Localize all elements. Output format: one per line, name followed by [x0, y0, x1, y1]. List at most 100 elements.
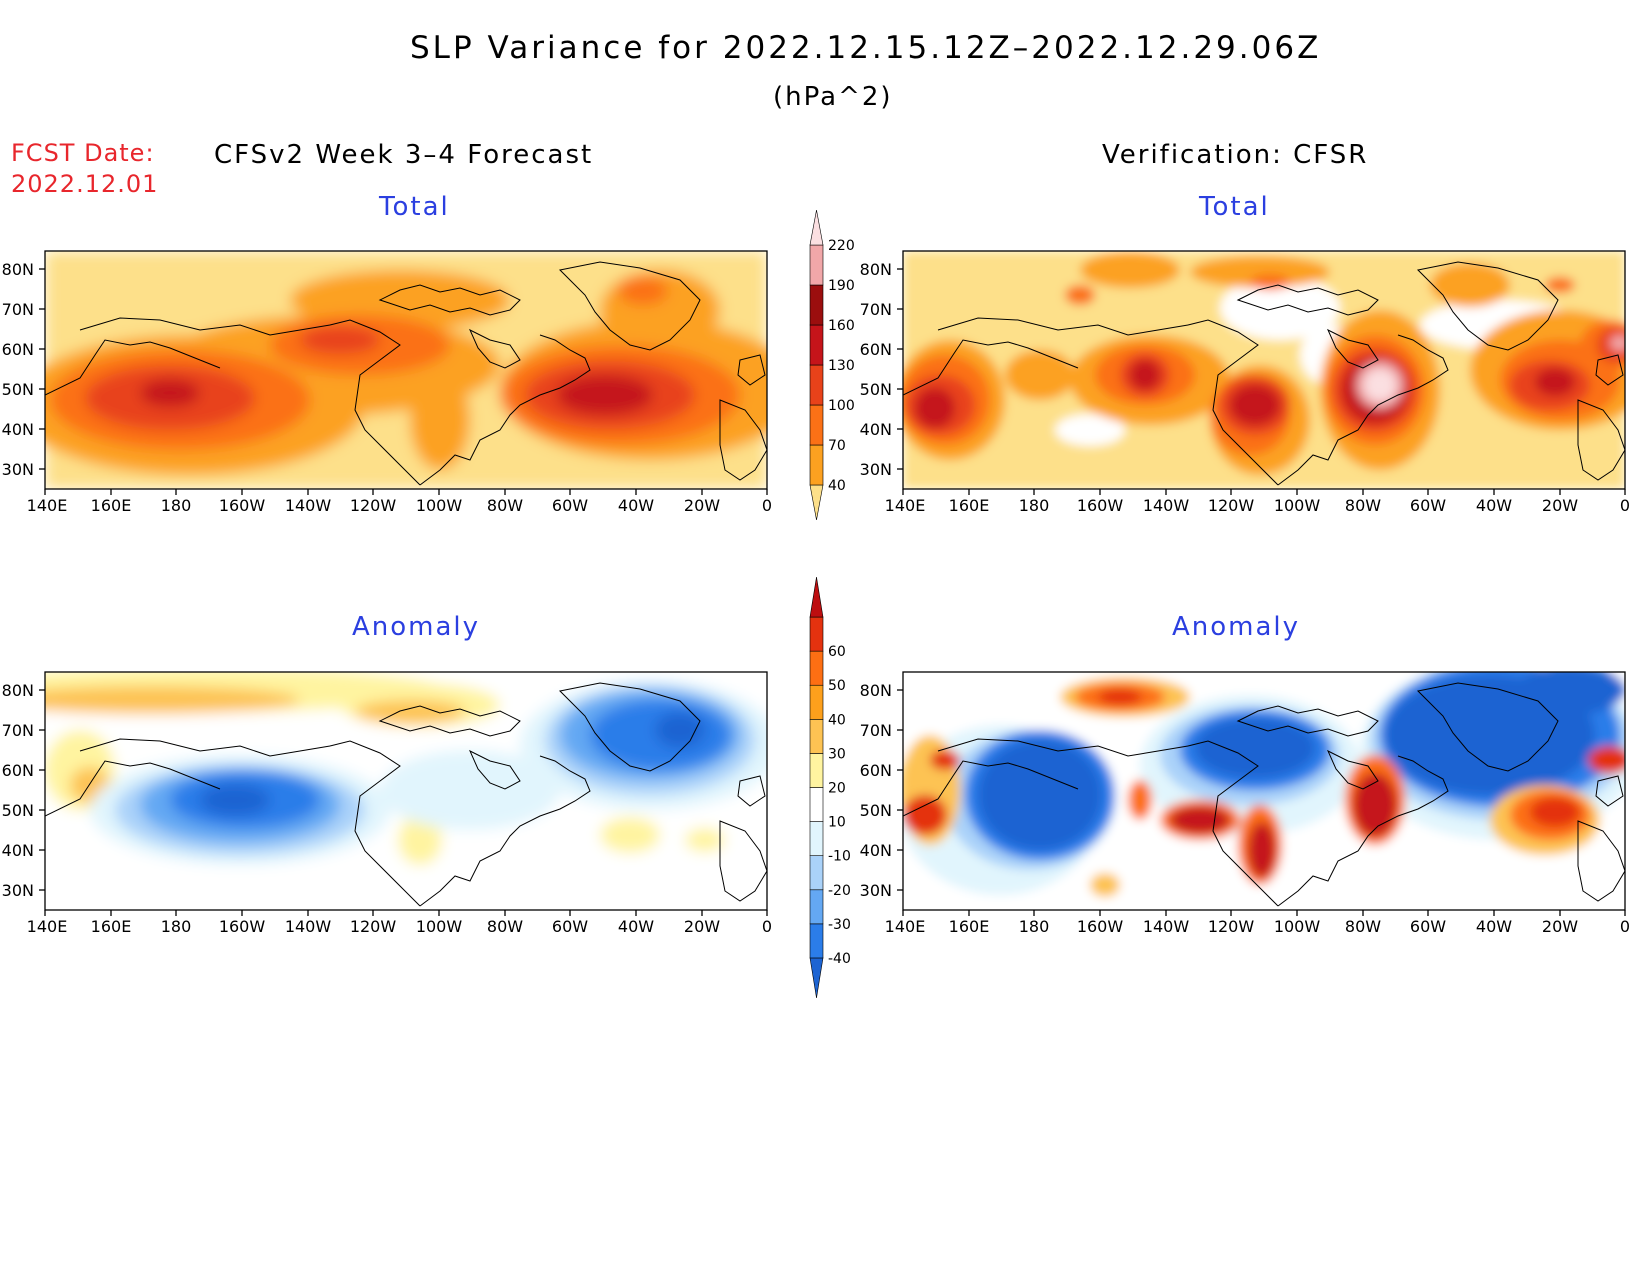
- map-verification-total: 80N 70N 60N 50N 40N 30N 140E 160E 180 16…: [860, 250, 1630, 515]
- colorbar-anomaly: -40 -30 -20 -10 10 20 30 40 50 60: [809, 576, 851, 999]
- lat-label: 40N: [2, 420, 34, 439]
- lon-label: 20W: [684, 496, 720, 515]
- lon-label: 40W: [618, 917, 654, 936]
- lon-labels-verification-total: 140E 160E 180 160W 140W 120W 100W 80W 60…: [885, 496, 1630, 515]
- lon-label: 140E: [27, 917, 68, 936]
- lat-label: 50N: [2, 380, 34, 399]
- colorbar-segment: [809, 616, 824, 652]
- colorbar-label: 130: [828, 358, 855, 374]
- forecast-date: FCST Date: 2022.12.01: [11, 138, 158, 200]
- lon-label: 180: [1019, 917, 1050, 936]
- lat-labels-verification-total: 80N 70N 60N 50N 40N 30N: [860, 260, 892, 479]
- lon-label: 160W: [219, 496, 266, 515]
- lat-label: 40N: [2, 841, 34, 860]
- lon-label: 180: [1019, 496, 1050, 515]
- colorbar-label: 50: [828, 678, 846, 694]
- lon-label: 160E: [949, 917, 990, 936]
- lon-label: 100W: [416, 917, 463, 936]
- lon-label: 120W: [350, 496, 397, 515]
- lon-label: 0: [762, 917, 772, 936]
- figure-title: SLP Variance for 2022.12.15.12Z–2022.12.…: [410, 30, 1322, 66]
- colorbar-segment: [809, 889, 824, 925]
- figure-units: (hPa^2): [773, 82, 893, 112]
- colorbar-label: 40: [828, 712, 846, 728]
- colorbar-label: 220: [828, 238, 855, 254]
- lat-label: 70N: [2, 721, 34, 740]
- panel-title-obs-total: Total: [1199, 192, 1270, 222]
- lon-label: 140W: [285, 496, 332, 515]
- lon-label: 80W: [1345, 917, 1381, 936]
- colorbar-label: -20: [828, 883, 851, 899]
- colorbar-segment: [809, 576, 824, 618]
- lat-label: 30N: [860, 460, 892, 479]
- lat-label: 80N: [2, 681, 34, 700]
- lon-label: 160W: [219, 917, 266, 936]
- coastlines-fcst-total: [45, 261, 767, 486]
- colorbar-segment: [809, 404, 824, 446]
- lon-label: 60W: [552, 496, 588, 515]
- lon-label: 60W: [1410, 496, 1446, 515]
- lon-label: 40W: [1476, 496, 1512, 515]
- lon-label: 40W: [618, 496, 654, 515]
- colorbar-segment: [809, 364, 824, 406]
- panel-title-fcst-total: Total: [379, 192, 450, 222]
- lon-label: 0: [762, 496, 772, 515]
- lon-label: 100W: [1274, 917, 1321, 936]
- panel-frame-verification-anomaly: [902, 671, 1626, 911]
- lon-label: 20W: [684, 917, 720, 936]
- colorbar-segment: [809, 684, 824, 720]
- panel-title-obs-anom: Anomaly: [1172, 612, 1301, 642]
- lon-label: 120W: [1208, 496, 1255, 515]
- lat-label: 70N: [860, 721, 892, 740]
- colorbar-label: 30: [828, 746, 846, 762]
- lon-label: 40W: [1476, 917, 1512, 936]
- lat-label: 30N: [2, 460, 34, 479]
- lat-label: 30N: [2, 881, 34, 900]
- colorbar-label: 100: [828, 398, 855, 414]
- colorbar-segment: [809, 650, 824, 686]
- lat-label: 50N: [2, 801, 34, 820]
- colorbar-label: 160: [828, 318, 855, 334]
- coastlines-verification-total: [903, 261, 1625, 486]
- colorbar-segment: [809, 284, 824, 326]
- coastlines-verification-anomaly: [903, 682, 1625, 907]
- lat-label: 60N: [2, 340, 34, 359]
- map-verification-anomaly: 80N 70N 60N 50N 40N 30N 140E 160E 180 16…: [860, 671, 1630, 936]
- colorbar-segment: [809, 209, 824, 246]
- forecast-date-label: FCST Date:: [11, 139, 155, 167]
- ticks-fcst-total: [39, 268, 768, 495]
- lon-label: 140E: [885, 917, 926, 936]
- lon-labels-fcst-total: 140E 160E 180 160W 140W 120W 100W 80W 60…: [27, 496, 772, 515]
- lat-label: 80N: [860, 260, 892, 279]
- lon-label: 120W: [1208, 917, 1255, 936]
- lon-label: 100W: [1274, 496, 1321, 515]
- lon-label: 60W: [552, 917, 588, 936]
- lon-label: 80W: [487, 496, 523, 515]
- colorbar-segment: [809, 753, 824, 788]
- colorbar-segment: [809, 821, 824, 856]
- colorbar-label: 190: [828, 278, 855, 294]
- ticks-forecast-anomaly: [39, 689, 768, 916]
- lon-label: 100W: [416, 496, 463, 515]
- colorbar-label: -30: [828, 917, 851, 933]
- lat-label: 60N: [2, 761, 34, 780]
- map-forecast-total: 80N 70N 60N 50N 40N 30N 140E 160E 180 16…: [2, 250, 772, 515]
- colorbar-segment: [809, 444, 824, 486]
- lon-label: 140E: [885, 496, 926, 515]
- lon-label: 160E: [949, 496, 990, 515]
- colorbar-label: 70: [828, 438, 846, 454]
- colorbar-segment: [809, 855, 824, 891]
- forecast-date-value: 2022.12.01: [11, 170, 159, 198]
- panel-frame-fcst-total: [44, 250, 768, 490]
- colorbar-segment: [809, 244, 824, 286]
- lon-label: 20W: [1542, 496, 1578, 515]
- lat-label: 60N: [860, 761, 892, 780]
- lat-label: 80N: [2, 260, 34, 279]
- colorbar-total: 40 70 100 130 160 190 220: [809, 209, 855, 521]
- colorbar-label: 20: [828, 781, 846, 797]
- panel-frame-forecast-anomaly: [44, 671, 768, 911]
- lat-label: 70N: [860, 300, 892, 319]
- colorbar-label: 40: [828, 478, 846, 494]
- lat-labels-forecast-anomaly: 80N 70N 60N 50N 40N 30N: [2, 681, 34, 900]
